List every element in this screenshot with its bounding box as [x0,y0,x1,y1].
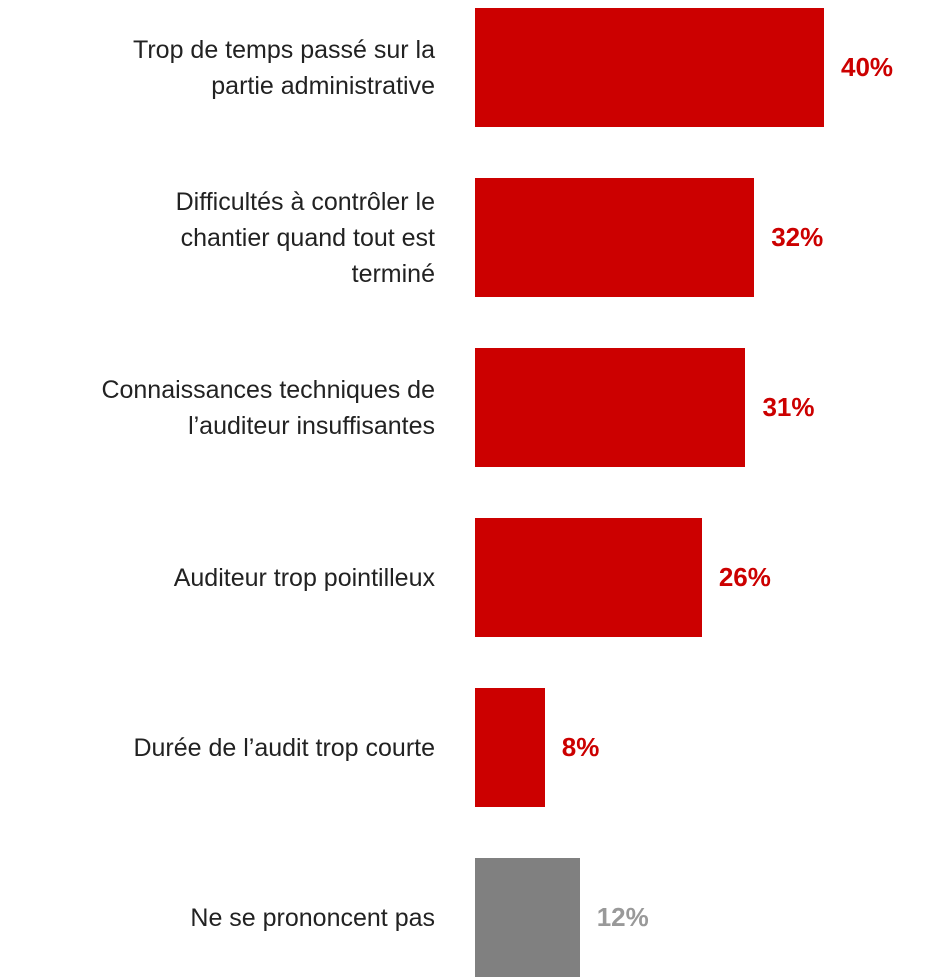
value-label: 32% [771,222,824,252]
value-label: 26% [718,562,771,592]
bar [475,688,545,807]
bar [475,178,755,297]
bar [475,348,746,467]
bar [475,518,702,637]
category-label: Connaissances techniques de l’auditeur i… [101,375,435,440]
value-label: 12% [596,902,649,932]
bar [475,8,824,127]
category-label: Difficultés à contrôler le chantier quan… [175,187,435,288]
category-label: Durée de l’audit trop courte [133,733,435,762]
bar [475,858,580,977]
value-label: 8% [561,732,600,762]
value-label: 40% [841,52,894,82]
category-label: Auditeur trop pointilleux [173,563,435,592]
value-label: 31% [762,392,815,422]
category-label: Ne se prononcent pas [190,903,435,932]
category-label: Trop de temps passé sur la partie admini… [133,35,435,100]
